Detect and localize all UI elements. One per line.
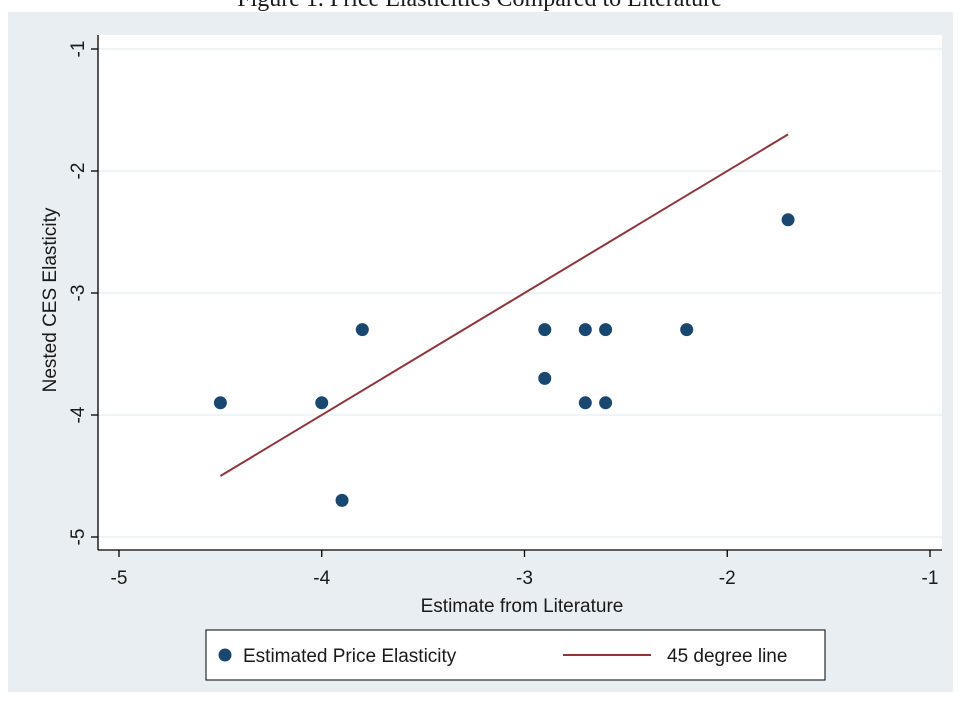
data-point xyxy=(335,493,349,507)
x-tick-label: -1 xyxy=(922,568,939,589)
reference-line xyxy=(219,133,789,477)
x-tick-label: -5 xyxy=(111,568,128,589)
data-point xyxy=(781,213,795,227)
legend-label-line: 45 degree line xyxy=(667,646,787,667)
y-tick-label: -3 xyxy=(68,285,89,302)
data-point xyxy=(599,323,613,337)
legend-label-scatter: Estimated Price Elasticity xyxy=(243,646,457,667)
data-point xyxy=(315,396,329,410)
data-point xyxy=(538,371,552,385)
y-tick-label: -5 xyxy=(68,529,89,546)
x-axis-title: Estimate from Literature xyxy=(421,596,624,617)
y-tick-label: -4 xyxy=(68,406,89,423)
x-tick-label: -3 xyxy=(516,568,533,589)
y-tick-label: -1 xyxy=(68,41,89,58)
data-point xyxy=(578,323,592,337)
y-tick-label: -2 xyxy=(68,163,89,180)
legend-box xyxy=(205,629,826,681)
y-axis-title: Nested CES Elasticity xyxy=(40,207,61,392)
data-point xyxy=(213,396,227,410)
x-tick-label: -4 xyxy=(313,568,330,589)
x-tick-label: -2 xyxy=(719,568,736,589)
data-point xyxy=(680,323,694,337)
data-point xyxy=(599,396,613,410)
chart-title: Figure 1. Price Elasticities Compared to… xyxy=(0,0,959,13)
data-point xyxy=(578,396,592,410)
data-point xyxy=(538,323,552,337)
data-point xyxy=(355,323,369,337)
legend-marker-scatter xyxy=(218,648,232,662)
